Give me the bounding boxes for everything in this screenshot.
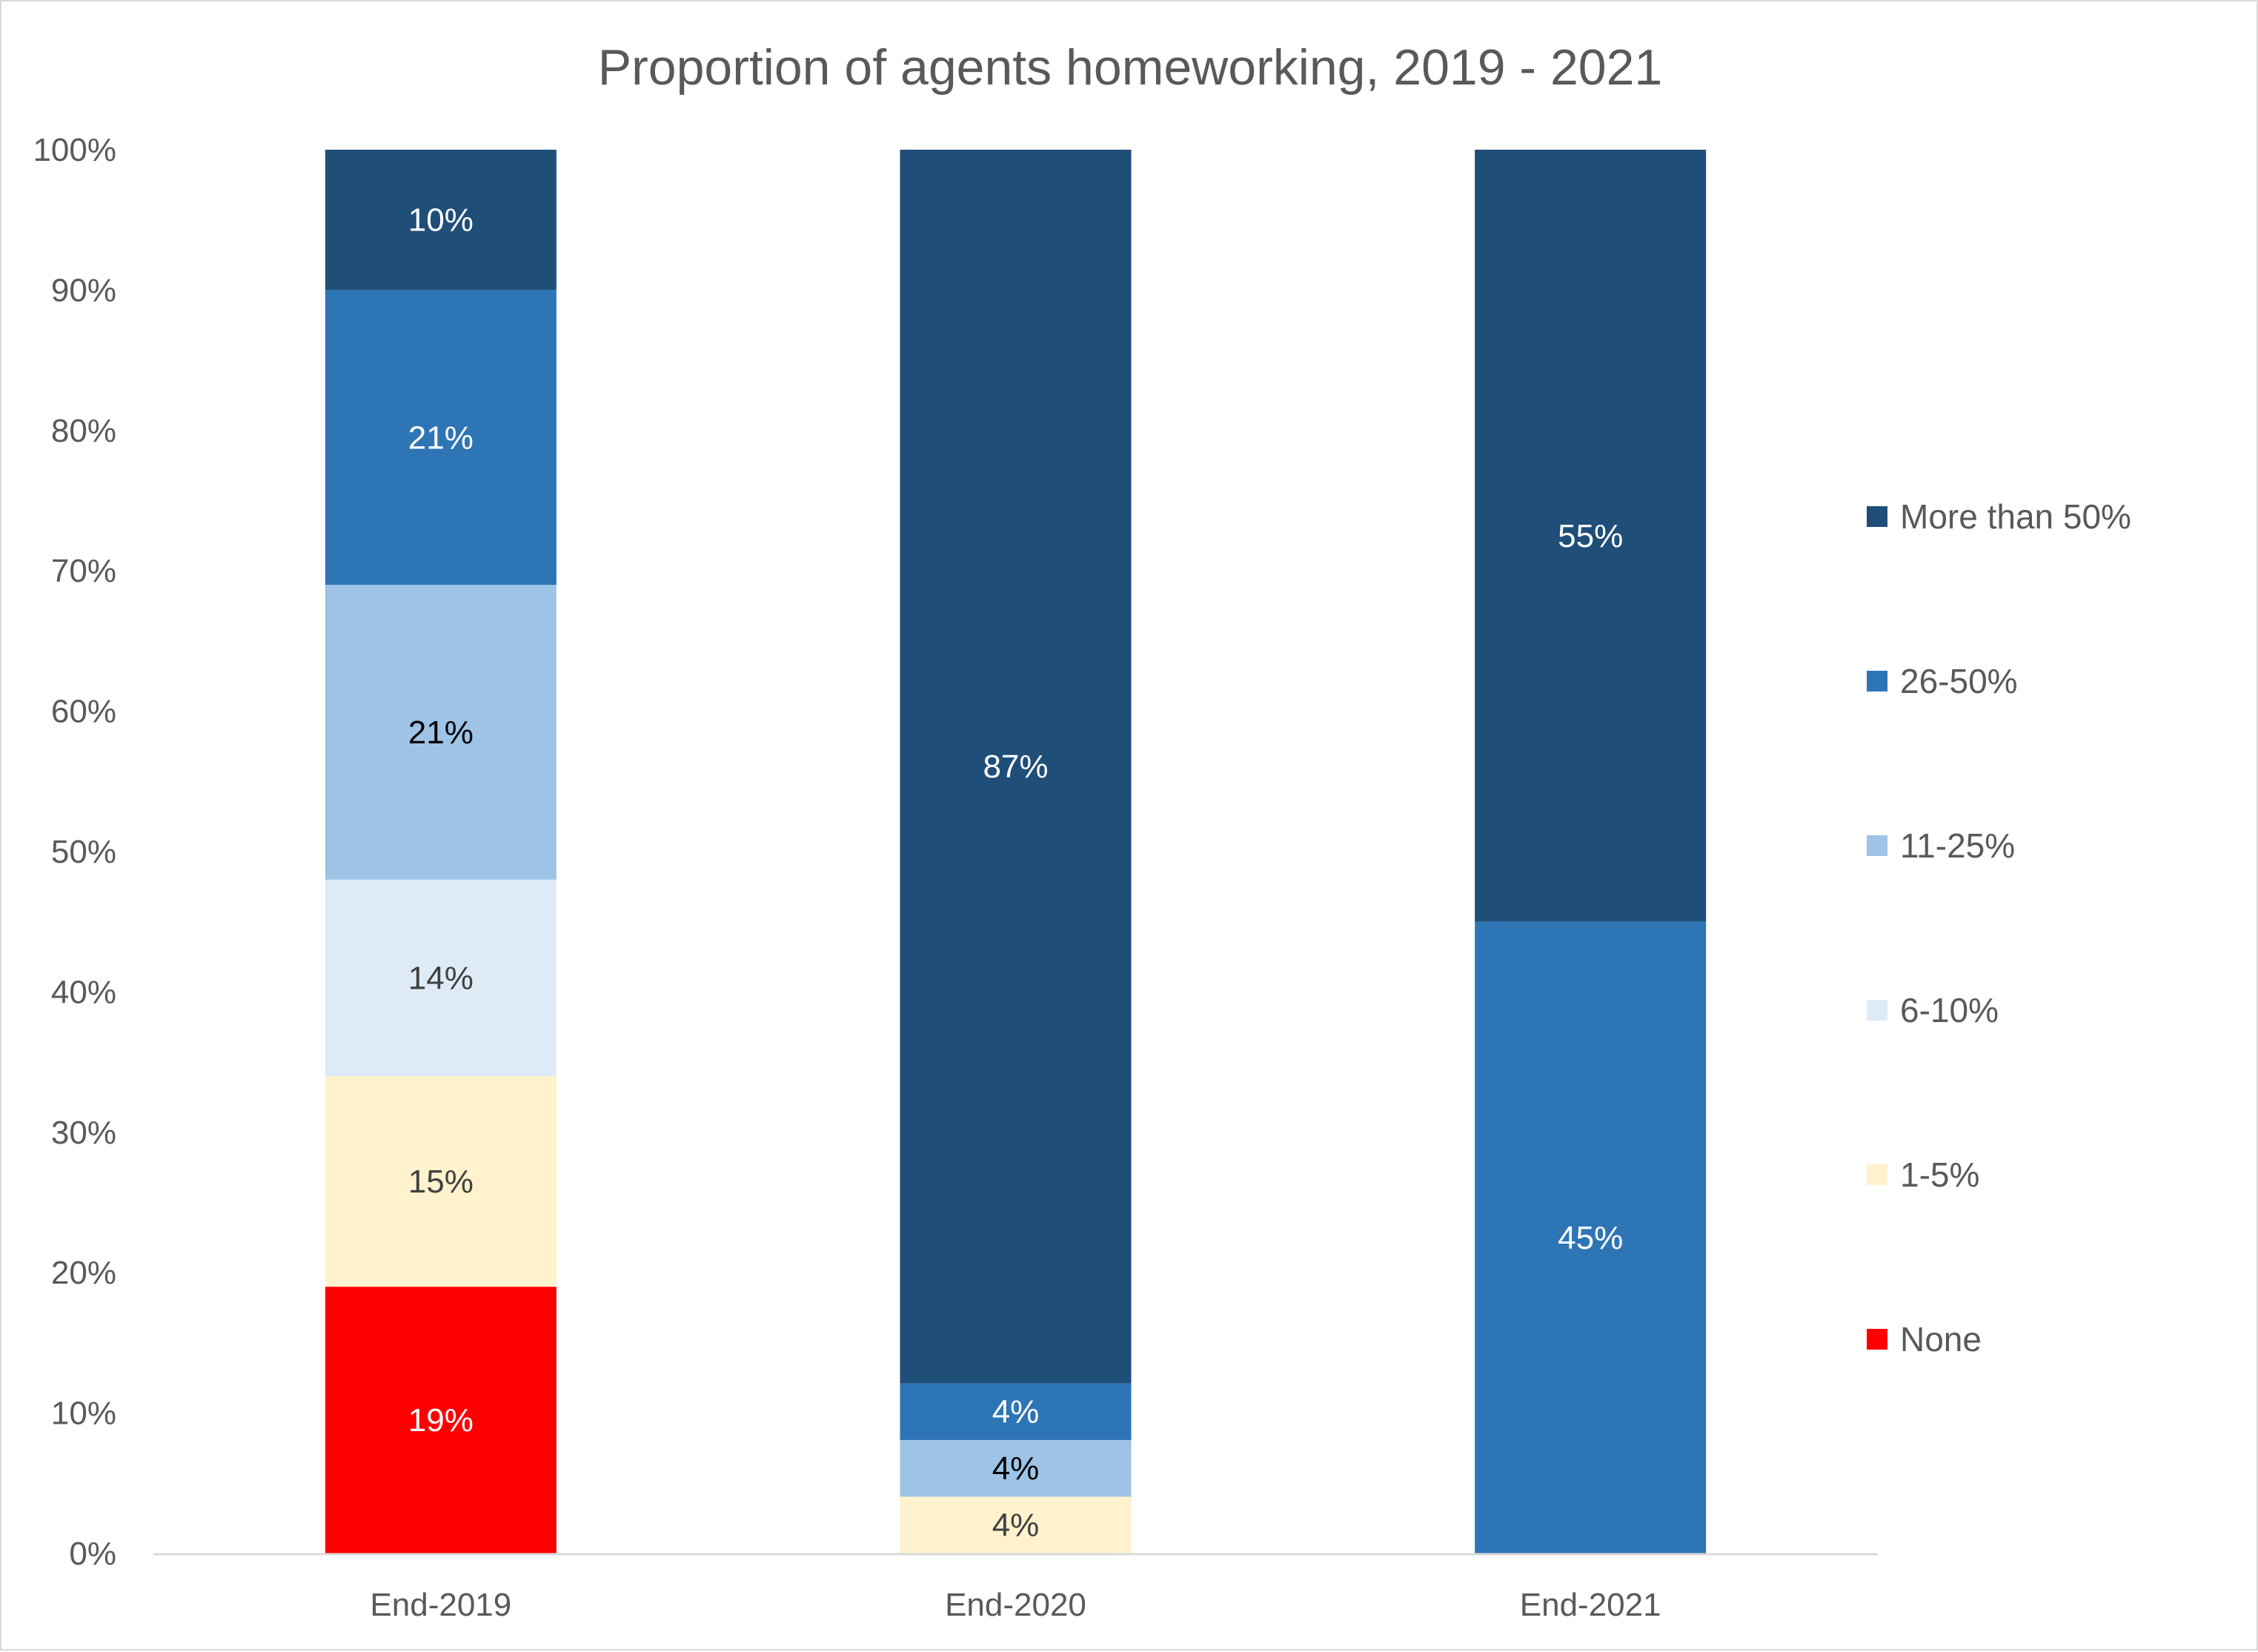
bar-group: 4% 4% 4% 87% <box>900 150 1132 1553</box>
bar-segment <box>325 1076 557 1287</box>
legend-swatch <box>1867 671 1887 691</box>
legend-swatch <box>1867 1329 1887 1350</box>
data-label: 4% <box>992 1394 1040 1430</box>
legend-item: None <box>1867 1320 1982 1359</box>
bar-group: 19% 15% 14% 21% 21% 10% <box>325 150 557 1553</box>
y-tick-label: 0% <box>69 1536 116 1572</box>
legend-swatch <box>1867 506 1887 527</box>
y-tick-label: 90% <box>51 272 116 308</box>
bar-segment <box>325 150 557 291</box>
bar-segment <box>900 1439 1132 1497</box>
legend-label: 11-25% <box>1900 826 2015 865</box>
y-tick-label: 50% <box>51 834 116 870</box>
legend-item: More than 50% <box>1867 497 2131 536</box>
y-tick-label: 10% <box>51 1396 116 1432</box>
legend-swatch <box>1867 1000 1887 1021</box>
y-axis: 0% 10% 20% 30% 40% 50% 60% 70% 80% 90% 100% <box>33 132 116 1572</box>
legend-item: 11-25% <box>1867 826 2015 865</box>
data-label: 4% <box>992 1450 1040 1487</box>
bar-segment <box>325 879 557 1077</box>
bar-segment <box>1475 150 1707 922</box>
data-label: 21% <box>408 714 474 751</box>
bar-segment <box>325 1287 557 1553</box>
data-label: 55% <box>1558 518 1623 554</box>
y-tick-label: 100% <box>33 132 116 168</box>
legend-label: 1-5% <box>1900 1155 1979 1194</box>
y-tick-label: 60% <box>51 694 116 730</box>
bar-segment <box>900 150 1132 1384</box>
bar-segment <box>900 1496 1132 1553</box>
data-label: 10% <box>408 202 474 239</box>
x-tick-label: End-2019 <box>370 1587 511 1623</box>
data-label: 4% <box>992 1507 1040 1544</box>
bars: 19% 15% 14% 21% 21% 10% 4% 4% 4% 87% 45% 55% <box>325 150 1707 1553</box>
legend-item: 1-5% <box>1867 1155 1979 1194</box>
legend-label: None <box>1900 1320 1982 1359</box>
x-tick-label: End-2021 <box>1520 1587 1661 1623</box>
legend: More than 50% 26-50% 11-25% 6-10% 1-5% None <box>1867 497 2131 1359</box>
data-label: 45% <box>1558 1220 1623 1256</box>
x-axis: End-2019 End-2020 End-2021 <box>153 1553 1878 1623</box>
bar-group: 45% 55% <box>1475 150 1707 1553</box>
data-label: 19% <box>408 1402 474 1439</box>
bar-segment <box>325 290 557 586</box>
legend-label: 6-10% <box>1900 991 1999 1029</box>
legend-label: More than 50% <box>1900 497 2131 536</box>
bar-segment <box>325 585 557 880</box>
data-label: 14% <box>408 960 474 996</box>
bar-segment <box>1475 921 1707 1553</box>
data-label: 21% <box>408 419 474 456</box>
y-tick-label: 80% <box>51 413 116 449</box>
y-tick-label: 40% <box>51 974 116 1010</box>
y-tick-label: 20% <box>51 1255 116 1291</box>
legend-label: 26-50% <box>1900 662 2018 700</box>
data-label: 87% <box>983 749 1048 785</box>
legend-item: 26-50% <box>1867 662 2018 700</box>
legend-swatch <box>1867 835 1887 856</box>
bar-segment <box>900 1383 1132 1440</box>
legend-item: 6-10% <box>1867 991 1999 1029</box>
y-tick-label: 30% <box>51 1115 116 1151</box>
chart-title: Proportion of agents homeworking, 2019 -… <box>598 39 1662 96</box>
legend-swatch <box>1867 1164 1887 1185</box>
x-tick-label: End-2020 <box>945 1587 1086 1623</box>
data-label: 15% <box>408 1164 474 1200</box>
y-tick-label: 70% <box>51 553 116 589</box>
